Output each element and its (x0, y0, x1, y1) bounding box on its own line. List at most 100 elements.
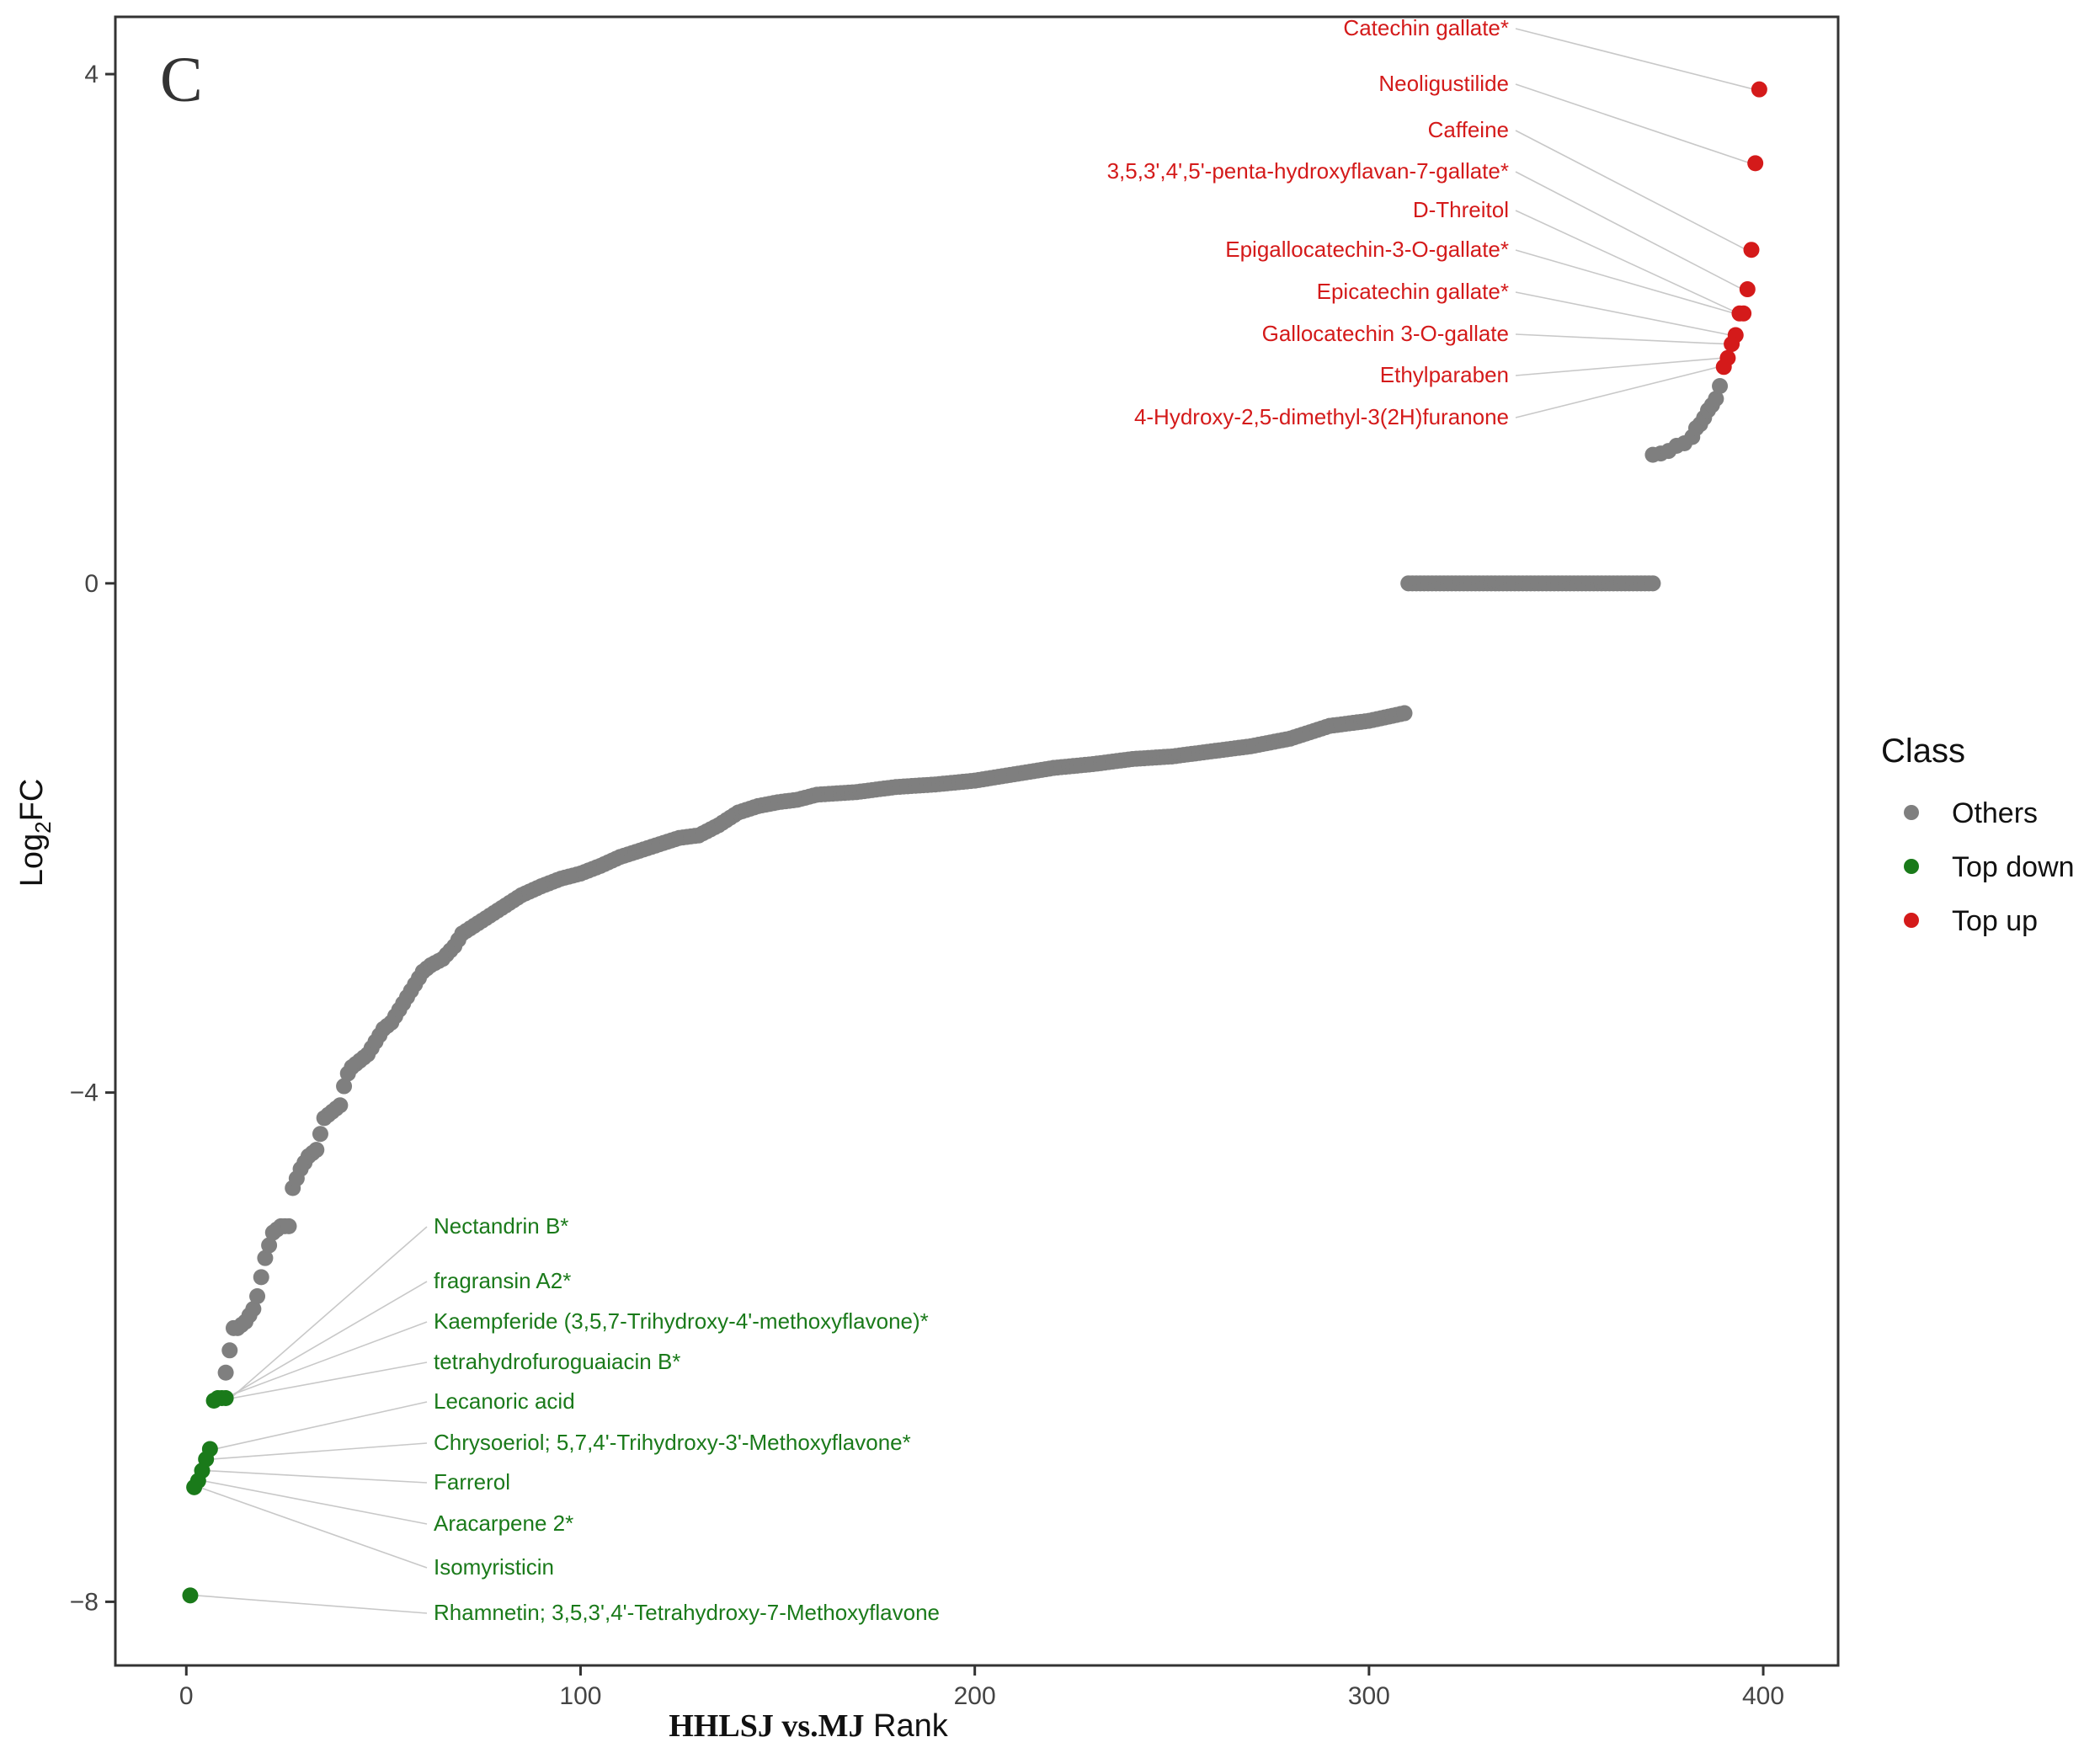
top-down-connector (203, 1479, 428, 1525)
y-axis-title-end: FC (14, 779, 50, 822)
others-point (261, 1237, 278, 1254)
top-up-label: D-Threitol (1413, 197, 1509, 222)
top-down-label: Rhamnetin; 3,5,3',4'-Tetrahydroxy-7-Meth… (434, 1600, 940, 1625)
top-up-connector (1515, 249, 1735, 315)
top-up-labels: Catechin gallate* Neoligustilide Caffeine 3… (1107, 15, 1509, 429)
top-down-connector (222, 1321, 428, 1399)
others-point (280, 1218, 297, 1234)
x-tick-label: 400 (1742, 1682, 1784, 1710)
top-down-point (186, 1479, 203, 1495)
top-down-connector (218, 1361, 428, 1402)
top-down-label: Farrerol (434, 1469, 510, 1495)
top-down-label: Lecanoric acid (434, 1388, 575, 1414)
panel-label: C (160, 45, 203, 115)
others-point (221, 1342, 238, 1359)
label-connectors (195, 28, 1755, 1614)
top-up-connector (1515, 83, 1751, 164)
y-tick-label: 4 (84, 61, 99, 88)
x-tick-label: 300 (1348, 1682, 1390, 1710)
y-axis-title: Log2FC (14, 779, 56, 887)
top-up-label: Neoligustilide (1378, 71, 1509, 96)
legend-label: Others (1952, 797, 2038, 829)
top-up-connector (1515, 210, 1739, 315)
plot-panel-border (114, 15, 1840, 1667)
top-up-label: 3,5,3',4',5'-penta-hydroxyflavan-7-galla… (1107, 158, 1509, 184)
legend-title: Class (1881, 733, 1965, 770)
others-point (308, 1142, 325, 1159)
others-point (257, 1249, 274, 1266)
top-down-point (205, 1393, 222, 1409)
others-point (217, 1364, 234, 1381)
top-up-point (1731, 305, 1748, 322)
legend-label: Top down (1952, 851, 2075, 883)
others-point (336, 1078, 353, 1095)
x-axis: 0 100 200 300 400 (179, 1665, 1784, 1710)
top-up-point (1751, 81, 1767, 98)
top-down-label: Aracarpene 2* (434, 1511, 573, 1536)
top-up-point (1724, 336, 1740, 353)
top-up-label: Epicatechin gallate* (1317, 279, 1509, 304)
x-tick-label: 100 (559, 1682, 601, 1710)
top-up-label: Caffeine (1428, 117, 1509, 142)
x-axis-title-bold: HHLSJ vs.MJ (669, 1708, 864, 1744)
y-axis-title-subscript: 2 (30, 821, 56, 833)
top-up-label: Ethylparaben (1380, 362, 1509, 387)
top-up-connector (1515, 130, 1747, 251)
others-point (1708, 391, 1724, 408)
others-point (1396, 705, 1413, 722)
top-up-connector (1515, 333, 1727, 345)
data-points (182, 81, 1767, 1604)
others-point (253, 1269, 269, 1286)
top-down-labels: Nectandrin B* fragransin A2* Kaempferide (… (434, 1213, 940, 1625)
y-axis-title-main: Log (14, 834, 50, 887)
top-up-connector (1515, 357, 1723, 376)
legend-key-top-down (1904, 859, 1919, 874)
top-down-label: fragransin A2* (434, 1268, 571, 1293)
others-point (249, 1288, 266, 1305)
others-point (1644, 575, 1661, 592)
x-tick-label: 0 (179, 1682, 194, 1710)
others-point (332, 1097, 349, 1114)
top-down-label: tetrahydrofuroguaiacin B* (434, 1349, 680, 1374)
legend-label: Top up (1952, 905, 2038, 937)
top-up-connector (1515, 366, 1719, 418)
top-down-connector (206, 1469, 428, 1484)
top-up-label: Gallocatechin 3-O-gallate (1262, 321, 1509, 346)
legend-key-others (1904, 805, 1919, 820)
top-up-point (1715, 359, 1732, 376)
others-point (312, 1126, 328, 1143)
top-down-connector (211, 1442, 428, 1460)
top-up-connector (1515, 171, 1743, 290)
top-up-point (1747, 155, 1764, 172)
y-tick-label: −4 (70, 1079, 99, 1107)
y-tick-label: −8 (70, 1588, 99, 1616)
y-tick-label: 0 (84, 570, 99, 598)
top-down-connector (195, 1595, 428, 1614)
others-point (1712, 377, 1729, 394)
legend: Class Others Top down Top up (1881, 733, 2075, 937)
top-up-point (1743, 242, 1760, 258)
top-up-point (1739, 281, 1756, 298)
top-up-label: Epigallocatechin-3-O-gallate* (1225, 237, 1509, 262)
top-down-label: Chrysoeriol; 5,7,4'-Trihydroxy-3'-Methox… (434, 1430, 911, 1455)
top-down-connector (199, 1486, 428, 1569)
top-down-label: Kaempferide (3,5,7-Trihydroxy-4'-methoxy… (434, 1308, 929, 1334)
legend-key-top-up (1904, 913, 1919, 928)
top-down-connector (230, 1226, 428, 1399)
top-down-label: Nectandrin B* (434, 1213, 568, 1239)
y-axis: 4 0 −4 −8 (70, 61, 115, 1616)
top-down-label: Isomyristicin (434, 1554, 554, 1580)
top-down-connector (227, 1281, 428, 1399)
x-tick-label: 200 (954, 1682, 996, 1710)
top-down-connector (215, 1401, 428, 1450)
x-axis-title: HHLSJ vs.MJ Rank (669, 1708, 949, 1744)
others-point (245, 1301, 262, 1318)
x-axis-title-rest: Rank (864, 1708, 948, 1744)
top-up-connector (1515, 28, 1755, 90)
top-up-connector (1515, 291, 1731, 336)
top-down-point (182, 1587, 199, 1604)
top-up-label: 4-Hydroxy-2,5-dimethyl-3(2H)furanone (1134, 404, 1509, 429)
top-up-label: Catechin gallate* (1343, 15, 1509, 40)
